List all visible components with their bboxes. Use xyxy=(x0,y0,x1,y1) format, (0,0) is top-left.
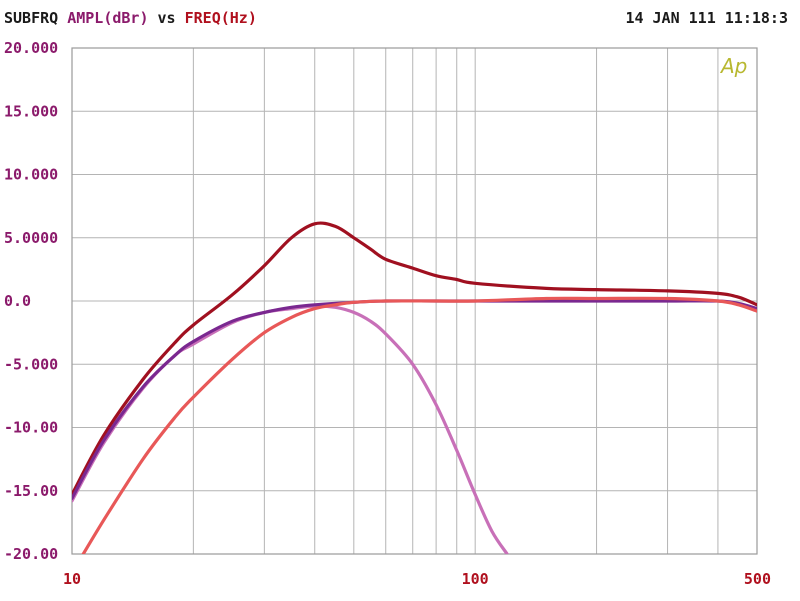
series-line-1 xyxy=(72,304,509,554)
x-quantity-label: FREQ(Hz) xyxy=(184,9,257,27)
y-tick-label: -10.00 xyxy=(4,419,58,437)
x-tick-label: 10 xyxy=(63,570,81,588)
y-tick-label: -5.000 xyxy=(4,355,58,373)
ap-logo: Ap xyxy=(719,54,747,78)
y-tick-label: 0.0 xyxy=(4,292,31,310)
ap-logo-text: Ap xyxy=(719,54,747,78)
x-tick-label: 500 xyxy=(744,570,771,588)
y-tick-label: 5.0000 xyxy=(4,229,58,247)
series-line-3 xyxy=(72,299,757,500)
series-layer xyxy=(72,221,757,554)
plot-title: SUBFRQ AMPL(dBr) vs FREQ(Hz) xyxy=(4,9,257,27)
plot-frame xyxy=(71,47,758,555)
tick-labels: 20.000 15.000 10.000 5.0000 0.0 -5.000 -10.00 -… xyxy=(4,39,771,588)
y-tick-label: -20.00 xyxy=(4,545,58,563)
timestamp: 14 JAN 111 11:18:3 xyxy=(625,9,788,27)
series-line-2 xyxy=(72,221,757,497)
y-quantity-label: AMPL(dBr) xyxy=(67,9,149,27)
y-tick-label: 20.000 xyxy=(4,39,58,57)
y-tick-label: -15.00 xyxy=(4,482,58,500)
y-tick-label: 10.000 xyxy=(4,166,58,184)
program-name: SUBFRQ xyxy=(4,9,59,27)
series-line-4 xyxy=(81,296,757,554)
x-tick-label: 100 xyxy=(462,570,489,588)
vs-label: vs xyxy=(157,9,176,27)
y-tick-label: 15.000 xyxy=(4,102,58,120)
